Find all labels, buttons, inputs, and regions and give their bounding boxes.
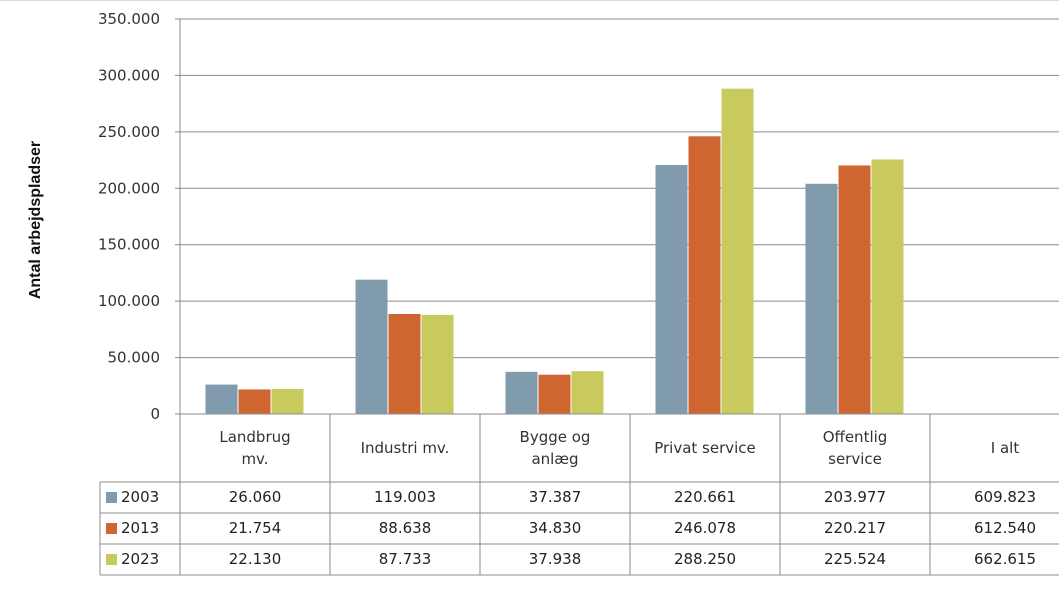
- legend-entry: 2003: [100, 482, 180, 512]
- category-label: Offentlig service: [822, 428, 888, 468]
- bar: [538, 374, 571, 414]
- legend-swatch: [106, 522, 117, 534]
- table-cell: 22.130: [228, 550, 282, 568]
- bar: [238, 389, 271, 414]
- table-cell: 37.938: [528, 550, 582, 568]
- table-cell: 246.078: [673, 519, 737, 537]
- table-cell: 88.638: [378, 519, 432, 537]
- y-tick-label: 0: [150, 405, 160, 423]
- table-cell: 220.661: [673, 488, 737, 506]
- y-tick-label: 200.000: [98, 179, 160, 197]
- category-label: Privat service: [654, 439, 756, 457]
- bar: [421, 314, 454, 414]
- y-tick-label: 250.000: [98, 123, 160, 141]
- category-label: Industri mv.: [360, 439, 450, 457]
- legend-label: 2023: [121, 550, 160, 568]
- table-cell: 37.387: [528, 488, 582, 506]
- y-tick-label: 50.000: [108, 349, 161, 367]
- bar: [838, 165, 871, 414]
- table-cell: 26.060: [228, 488, 282, 506]
- category-label: Bygge og anlæg: [519, 428, 591, 468]
- legend-swatch: [106, 491, 117, 503]
- y-tick-label: 100.000: [98, 292, 160, 310]
- bar: [805, 183, 838, 414]
- bar: [571, 371, 604, 414]
- bar: [721, 88, 754, 415]
- legend-label: 2013: [121, 519, 160, 537]
- legend-entry: 2013: [100, 513, 180, 543]
- bar: [355, 279, 388, 414]
- bar: [688, 136, 721, 415]
- table-cell: 21.754: [228, 519, 282, 537]
- y-tick-label: 300.000: [98, 66, 160, 84]
- bar: [505, 371, 538, 414]
- y-axis-label: Antal arbejdspladser: [27, 140, 44, 300]
- y-tick-label: 150.000: [98, 236, 160, 254]
- table-cell: 288.250: [673, 550, 737, 568]
- category-label: Landbrug mv.: [219, 428, 291, 468]
- legend-entry: 2023: [100, 544, 180, 574]
- bar: [655, 164, 688, 414]
- table-cell: 87.733: [378, 550, 432, 568]
- bar: [271, 389, 304, 414]
- table-cell: 662.615: [973, 550, 1037, 568]
- bar: [871, 159, 904, 414]
- bar: [388, 313, 421, 414]
- category-label: I alt: [990, 439, 1020, 457]
- legend-label: 2003: [121, 488, 160, 506]
- y-tick-label: 350.000: [98, 10, 160, 28]
- table-cell: 119.003: [373, 488, 437, 506]
- table-cell: 225.524: [823, 550, 887, 568]
- legend-swatch: [106, 553, 117, 565]
- table-cell: 612.540: [973, 519, 1037, 537]
- table-cell: 220.217: [823, 519, 887, 537]
- table-cell: 34.830: [528, 519, 582, 537]
- table-cell: 203.977: [823, 488, 887, 506]
- table-cell: 609.823: [973, 488, 1037, 506]
- bar: [205, 384, 238, 414]
